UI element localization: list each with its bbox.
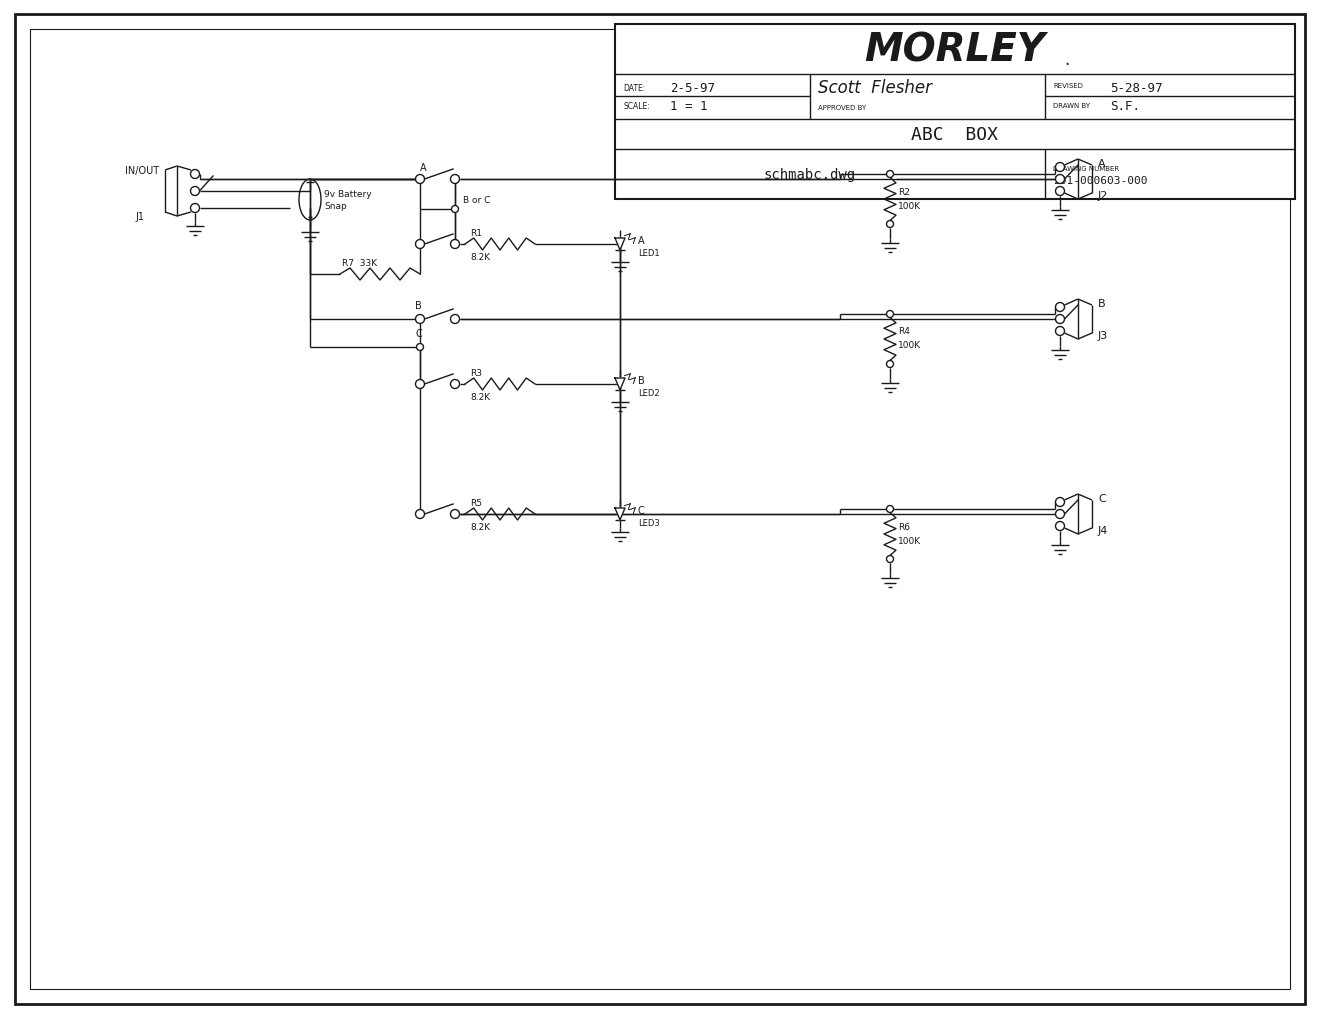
Circle shape [416, 510, 425, 519]
Text: Scott  Flesher: Scott Flesher [818, 78, 932, 97]
Circle shape [887, 506, 894, 513]
Circle shape [887, 361, 894, 368]
Circle shape [1056, 327, 1064, 336]
Circle shape [450, 380, 459, 389]
Text: .: . [1064, 51, 1069, 69]
Circle shape [416, 315, 425, 324]
Text: DRAWN BY: DRAWN BY [1053, 103, 1090, 109]
Text: 8.2K: 8.2K [470, 522, 490, 531]
Text: 8.2K: 8.2K [470, 253, 490, 261]
Text: Snap: Snap [323, 202, 347, 211]
Circle shape [1056, 315, 1064, 324]
Circle shape [416, 175, 425, 184]
Text: B: B [414, 301, 422, 311]
Text: 100K: 100K [898, 341, 921, 351]
Text: DATE:: DATE: [623, 84, 645, 93]
Text: R5: R5 [470, 498, 482, 507]
Circle shape [887, 311, 894, 318]
Text: APPROVED BY: APPROVED BY [818, 105, 866, 111]
Circle shape [1056, 510, 1064, 519]
Circle shape [887, 221, 894, 228]
Circle shape [416, 240, 425, 250]
Circle shape [190, 170, 199, 179]
Text: A: A [1098, 159, 1106, 169]
Text: A: A [638, 235, 644, 246]
Text: 9v Battery: 9v Battery [323, 190, 372, 199]
Circle shape [1056, 498, 1064, 507]
Circle shape [1056, 522, 1064, 531]
Text: 1 = 1: 1 = 1 [671, 100, 708, 112]
Text: R6: R6 [898, 522, 909, 531]
Text: 5-28-97: 5-28-97 [1110, 82, 1163, 95]
Text: schmabc.dwg: schmabc.dwg [764, 168, 857, 181]
Text: A: A [420, 163, 426, 173]
Circle shape [450, 510, 459, 519]
Circle shape [887, 171, 894, 178]
Text: LED2: LED2 [638, 388, 660, 397]
Text: 8.2K: 8.2K [470, 392, 490, 401]
Text: LED3: LED3 [638, 518, 660, 527]
Text: SCALE:: SCALE: [623, 102, 649, 110]
Circle shape [1056, 187, 1064, 197]
Text: B: B [638, 376, 644, 385]
Text: LED1: LED1 [638, 249, 660, 257]
Text: 100K: 100K [898, 202, 921, 210]
Text: J1: J1 [135, 212, 144, 222]
Circle shape [451, 206, 458, 213]
Text: 201-000603-000: 201-000603-000 [1053, 176, 1147, 185]
Circle shape [417, 344, 424, 352]
Text: R2: R2 [898, 187, 909, 197]
Text: C: C [1098, 493, 1106, 503]
Bar [615, 25, 1295, 200]
Circle shape [190, 187, 199, 197]
Text: C: C [638, 505, 644, 516]
Text: R4: R4 [898, 327, 909, 336]
Text: S.F.: S.F. [1110, 100, 1140, 112]
Text: 2-5-97: 2-5-97 [671, 82, 715, 95]
Text: C: C [414, 329, 422, 338]
Text: J4: J4 [1098, 526, 1109, 535]
Circle shape [190, 204, 199, 213]
Text: ABC  BOX: ABC BOX [912, 126, 998, 144]
Text: R1: R1 [470, 228, 482, 237]
Circle shape [450, 240, 459, 250]
Text: R3: R3 [470, 368, 482, 377]
Text: 100K: 100K [898, 536, 921, 545]
Circle shape [450, 175, 459, 184]
Text: R7  33K: R7 33K [342, 258, 378, 267]
Text: B: B [1098, 299, 1106, 309]
Circle shape [887, 556, 894, 562]
Polygon shape [615, 238, 624, 251]
Circle shape [1056, 175, 1064, 184]
Text: B or C: B or C [463, 196, 490, 204]
Circle shape [450, 315, 459, 324]
Text: MORLEY: MORLEY [865, 31, 1045, 69]
Polygon shape [615, 508, 624, 521]
Circle shape [1056, 163, 1064, 172]
Text: J3: J3 [1098, 331, 1109, 340]
Text: IN/OUT: IN/OUT [125, 166, 160, 176]
Text: J2: J2 [1098, 191, 1109, 201]
Text: DRAWING NUMBER: DRAWING NUMBER [1053, 166, 1119, 172]
Polygon shape [615, 379, 624, 390]
Circle shape [1056, 304, 1064, 312]
Text: REVISED: REVISED [1053, 83, 1082, 89]
Circle shape [416, 380, 425, 389]
